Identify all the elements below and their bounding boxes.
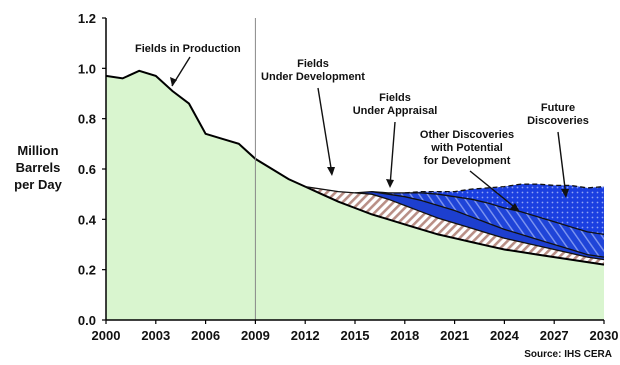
y-tick-label: 0.4 bbox=[78, 212, 97, 227]
y-tick-label: 1.2 bbox=[78, 11, 96, 26]
x-tick-label: 2003 bbox=[141, 328, 170, 343]
annotation-future-discoveries: Future bbox=[541, 102, 575, 114]
annotation-arrowhead bbox=[327, 167, 335, 176]
x-tick-label: 2006 bbox=[191, 328, 220, 343]
annotation-other-discoveries: Other Discoveries bbox=[420, 129, 514, 141]
y-tick-label: 0.6 bbox=[78, 162, 96, 177]
series-outlines bbox=[105, 69, 605, 266]
y-axis-label-line: Million bbox=[17, 143, 58, 158]
y-axis-label-line: per Day bbox=[14, 177, 62, 192]
x-tick-label: 2027 bbox=[540, 328, 569, 343]
y-tick-label: 1.0 bbox=[78, 61, 96, 76]
x-tick-label: 2015 bbox=[341, 328, 370, 343]
area-other-discoveries-outline bbox=[371, 190, 605, 236]
annotation-fields-under-appraisal: Under Appraisal bbox=[353, 105, 438, 117]
x-tick-labels: 2000 2003 2006 2009 2012 2015 2018 2021 2024 2027… bbox=[92, 328, 619, 343]
y-tick-label: 0.0 bbox=[78, 313, 96, 328]
annotation-future-discoveries: Discoveries bbox=[527, 115, 589, 127]
axes bbox=[102, 17, 605, 324]
annotation-arrow bbox=[557, 131, 567, 197]
x-tick-label: 2000 bbox=[92, 328, 121, 343]
y-axis-label-line: Barrels bbox=[16, 160, 61, 175]
annotation-fields-under-development: Under Development bbox=[261, 71, 365, 83]
area-future-discoveries-outline bbox=[404, 183, 605, 194]
source-note: Source: IHS CERA bbox=[524, 349, 612, 360]
annotation-arrowhead bbox=[561, 189, 569, 198]
annotation-other-discoveries: for Development bbox=[424, 155, 511, 167]
annotation-other-discoveries: with Potential bbox=[430, 142, 503, 154]
area-fields-in-production bbox=[106, 70, 604, 320]
x-tick-label: 2009 bbox=[241, 328, 270, 343]
y-tick-label: 0.8 bbox=[78, 112, 96, 127]
x-tick-label: 2021 bbox=[440, 328, 469, 343]
area-fields-under-appraisal bbox=[355, 191, 604, 260]
area-fields-under-development bbox=[305, 186, 604, 265]
annotation-arrow bbox=[389, 121, 396, 187]
annotation-fields-under-appraisal: Fields bbox=[379, 92, 411, 104]
area-other-discoveries bbox=[371, 191, 604, 258]
annotation-fields-in-production: Fields in Production bbox=[135, 43, 241, 55]
annotations: Fields in Production Fields Under Develo… bbox=[135, 43, 589, 212]
x-tick-label: 2030 bbox=[590, 328, 619, 343]
y-tick-label: 0.2 bbox=[78, 263, 96, 278]
x-tick-label: 2024 bbox=[490, 328, 520, 343]
annotation-arrowhead bbox=[170, 77, 177, 86]
x-tick-label: 2018 bbox=[390, 328, 419, 343]
annotation-arrowhead bbox=[386, 179, 394, 188]
x-tick-label: 2012 bbox=[291, 328, 320, 343]
annotation-arrow bbox=[469, 170, 519, 211]
annotation-arrowhead bbox=[510, 203, 520, 212]
area-fields-in-production-outline bbox=[105, 69, 605, 266]
y-tick-labels: 0.0 0.2 0.4 0.6 0.8 1.0 1.2 bbox=[78, 11, 97, 328]
annotation-arrow bbox=[317, 87, 333, 175]
y-axis-label: Million Barrels per Day bbox=[14, 143, 62, 192]
annotation-fields-under-development: Fields bbox=[297, 58, 329, 70]
area-fields-under-appraisal-outline bbox=[354, 190, 605, 258]
